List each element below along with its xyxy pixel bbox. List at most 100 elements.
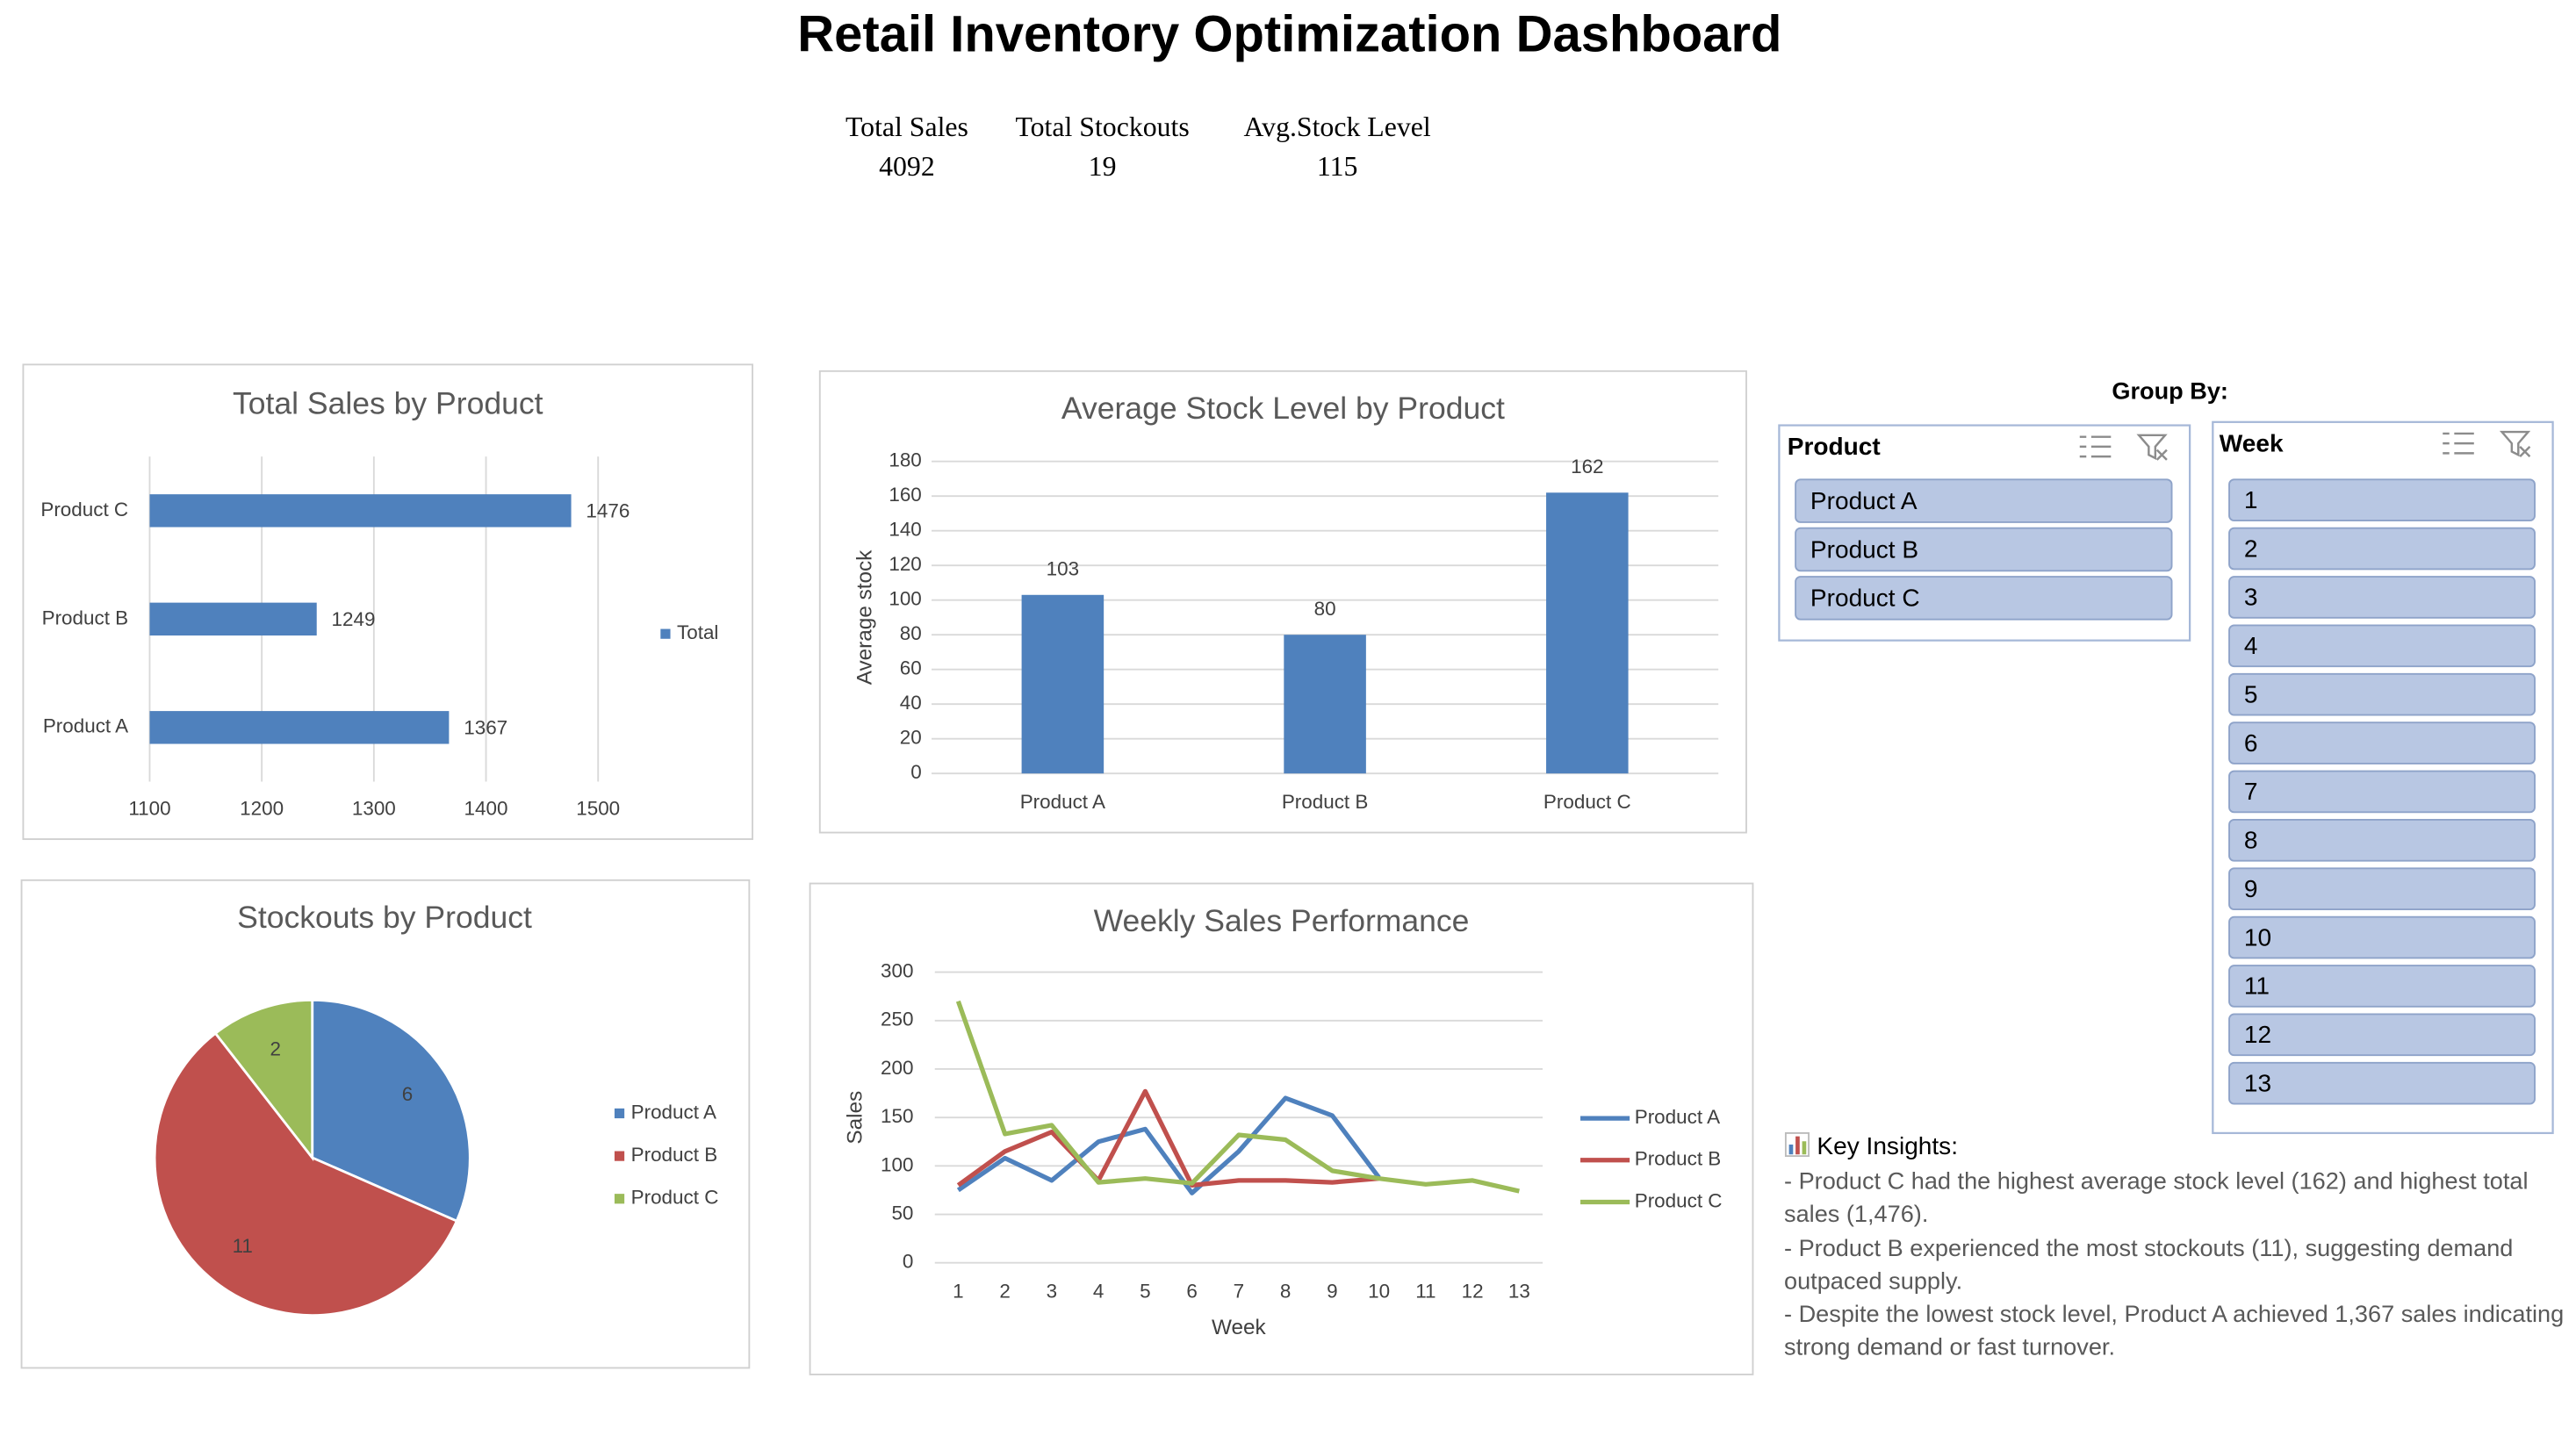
slicer-item[interactable] [2228, 721, 2536, 764]
y-tick-label: 0 [910, 761, 921, 783]
bar [149, 711, 450, 744]
data-label: 2 [270, 1038, 280, 1060]
insights-heading: Key Insights: [1817, 1132, 1958, 1159]
chart-title: Weekly Sales Performance [1094, 903, 1470, 938]
x-tick-label: 8 [1280, 1280, 1291, 1302]
x-tick-label: 2 [999, 1280, 1010, 1302]
slicer-item-label: 2 [2244, 535, 2258, 562]
x-tick-label: 11 [1415, 1280, 1436, 1302]
y-tick-label: 120 [889, 553, 921, 575]
insights-box: - Product C had the highest average stoc… [1784, 1166, 2569, 1366]
slicer-item-label: 7 [2244, 778, 2258, 805]
insight-line: - Despite the lowest stock level, Produc… [1784, 1302, 2565, 1362]
x-tick-label: 1200 [240, 797, 284, 819]
slicer-item-label: 3 [2244, 584, 2258, 611]
chart-title: Stockouts by Product [237, 900, 532, 935]
data-label: 6 [402, 1083, 413, 1105]
legend-swatch [614, 1151, 625, 1161]
legend-label: Product A [1635, 1106, 1720, 1128]
x-tick-label: 13 [1508, 1280, 1530, 1302]
bar [149, 602, 317, 636]
slicer-item-label: 9 [2244, 875, 2258, 902]
multi-select-icon[interactable] [2443, 432, 2474, 455]
x-tick-label: 9 [1327, 1280, 1337, 1302]
x-tick-label: 1100 [128, 797, 170, 819]
pie-slice [213, 998, 314, 1162]
kpi-value: 115 [1317, 151, 1358, 182]
kpi-value: 4092 [879, 151, 935, 182]
x-tick-label: 1400 [464, 797, 508, 819]
chart-frame [22, 363, 754, 840]
legend-swatch [614, 1194, 625, 1204]
slicer-group-title: Group By: [2112, 377, 2228, 404]
dashboard-title: Retail Inventory Optimization Dashboard [797, 6, 1781, 62]
slicer-item-label: 11 [2244, 973, 2270, 1000]
kpi-label: Avg.Stock Level [1244, 111, 1431, 142]
data-label: 1249 [332, 608, 376, 630]
insights-list: - Product C had the highest average stoc… [1784, 1166, 2569, 1366]
slicer-item[interactable] [2228, 1013, 2536, 1057]
bar [149, 494, 572, 528]
slicer-item[interactable] [1795, 576, 2173, 621]
slicer-item-label: Product A [1810, 487, 1918, 514]
slicer-item[interactable] [2228, 527, 2536, 571]
y-tick-label: 200 [881, 1057, 913, 1079]
y-tick-label: 20 [900, 727, 922, 749]
legend-label: Product C [631, 1187, 719, 1209]
x-tick-label: 3 [1047, 1280, 1057, 1302]
slicer-item[interactable] [2228, 1061, 2536, 1105]
x-tick-label: Product C [1543, 791, 1631, 813]
clear-filter-icon[interactable] [2499, 430, 2531, 457]
chart-title: Total Sales by Product [233, 386, 543, 421]
pie-slice [311, 998, 471, 1223]
slicer-item[interactable] [2228, 770, 2536, 814]
slicer-item[interactable] [2228, 819, 2536, 862]
legend-label: Product B [1635, 1148, 1722, 1170]
kpi-group: Total Sales 4092 Total Stockouts 19 Avg.Stoc… [845, 111, 1431, 182]
slicer-item-label: 8 [2244, 827, 2258, 854]
line-series [956, 1088, 1379, 1188]
clear-filter-icon[interactable] [2136, 434, 2168, 461]
slicer-item-label: Product C [1810, 585, 1920, 612]
y-tick-label: 300 [881, 960, 913, 982]
slicer-item[interactable] [2228, 624, 2536, 668]
line-series [956, 1095, 1381, 1195]
y-tick-label: 160 [889, 484, 921, 506]
bar [1284, 635, 1366, 774]
pie-slice [153, 1031, 459, 1317]
y-tick-label: 140 [889, 519, 921, 541]
legend-label: Product C [1635, 1189, 1723, 1211]
legend-swatch [660, 628, 671, 639]
insight-line: - Product C had the highest average stoc… [1784, 1169, 2529, 1229]
x-tick-label: 1300 [352, 797, 396, 819]
data-label: 162 [1571, 456, 1603, 477]
slicer-item[interactable] [2228, 672, 2536, 716]
legend-label: Product B [631, 1144, 718, 1166]
slicer-item[interactable] [2228, 867, 2536, 911]
y-axis-label: Average stock [853, 549, 877, 685]
x-tick-label: 1 [953, 1280, 963, 1302]
multi-select-icon[interactable] [2079, 435, 2112, 458]
legend-label: Product A [631, 1101, 716, 1123]
slicer-item-label: 4 [2244, 632, 2258, 659]
bar [1546, 492, 1629, 774]
data-label: 1367 [464, 717, 507, 739]
line-series [955, 1000, 1520, 1194]
chart-title: Average Stock Level by Product [1061, 391, 1505, 426]
slicer-item[interactable] [1795, 478, 2173, 523]
data-label: 103 [1047, 558, 1079, 580]
x-axis-label: Week [1212, 1316, 1267, 1339]
slicer-item[interactable] [2228, 478, 2536, 522]
x-tick-label: 1500 [576, 797, 620, 819]
legend-swatch [614, 1108, 625, 1119]
slicer-item[interactable] [1795, 527, 2173, 572]
y-tick-label: 250 [881, 1009, 913, 1030]
slicer-item[interactable] [2228, 965, 2536, 1008]
y-axis-label: Sales [843, 1091, 867, 1145]
slicer-item-label: 6 [2244, 729, 2258, 757]
slicer-item[interactable] [2228, 915, 2536, 959]
chart-frame [809, 882, 1754, 1375]
slicer-item[interactable] [2228, 576, 2536, 619]
legend-label: Total [677, 621, 718, 643]
